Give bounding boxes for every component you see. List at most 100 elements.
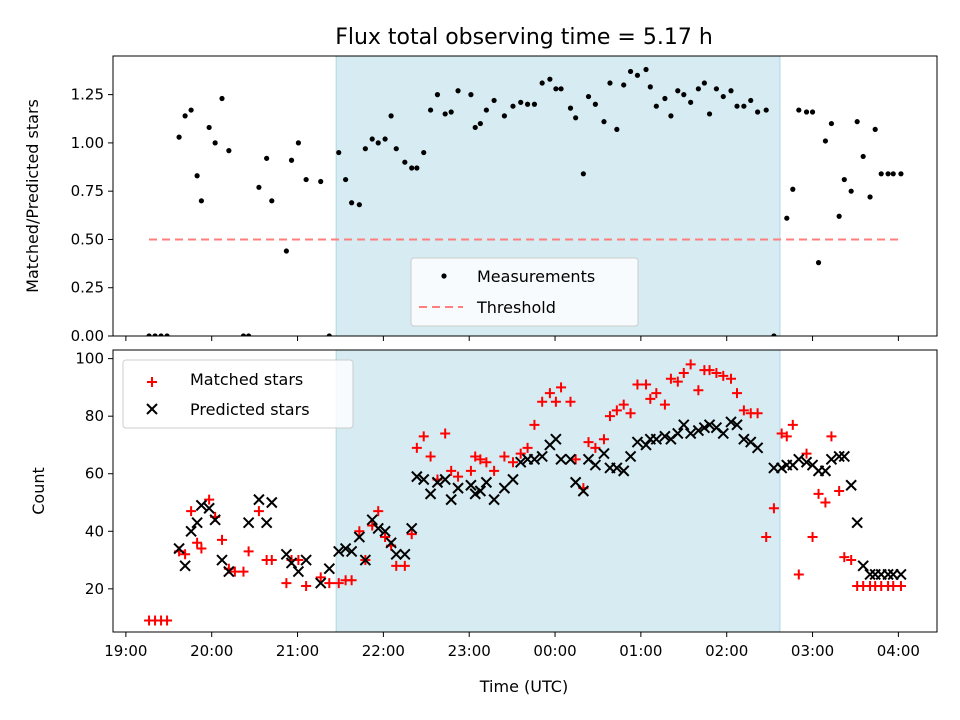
predicted-point [528,453,541,466]
legend-box [122,359,354,429]
predicted-point [431,476,444,489]
measurement-point [763,107,769,113]
predicted-point [260,516,273,529]
matched-point [180,549,191,560]
matched-point [373,506,384,517]
predicted-point [209,514,221,526]
predicted-point [800,456,813,468]
predicted-point [577,485,590,497]
predicted-point [292,565,305,578]
matched-point [537,396,548,407]
predicted-point [864,568,876,581]
measurement-point [878,171,884,177]
x-tick-label: 02:00 [705,642,748,660]
matched-point [726,373,736,384]
predicted-point [793,453,805,466]
matched-point [645,393,656,404]
matched-point [440,428,451,439]
measurement-point [477,120,483,127]
matched-point [598,434,609,445]
measurement-point [720,93,726,100]
measurement-point [848,188,854,194]
measurement-point [695,86,701,92]
measurement-point [414,165,420,171]
predicted-point [173,542,185,555]
measurement-point [867,194,873,200]
predicted-point [345,545,358,558]
legend-box [410,257,639,327]
measurement-point [194,173,200,179]
measurement-point [741,103,747,109]
measurement-point [784,215,790,221]
x-tick-label: 00:00 [533,642,576,660]
measurement-point [547,76,553,82]
y-tick-label: 40 [85,522,104,540]
legend: Measurements Threshold [410,257,639,327]
x-tick-label: 20:00 [190,642,233,660]
measurement-point [472,124,478,131]
matched-point [556,382,567,393]
predicted-point [339,542,352,555]
measurement-point [188,107,194,113]
measurement-point [176,134,182,140]
measurement-point [796,107,802,113]
matched-point [406,529,417,540]
predicted-point [385,537,397,549]
matched-point [718,370,729,381]
matched-point [399,560,410,571]
measurement-point [634,72,641,78]
measurement-point [803,109,810,115]
measurement-point [734,103,740,109]
x-tick-label: 19:00 [104,642,147,660]
matched-point [333,578,344,589]
measurement-point [483,107,489,113]
matched-point [515,448,526,459]
matched-point [787,419,798,430]
matched-point [475,454,486,465]
x-tick-label: 03:00 [791,642,834,660]
matched-point [425,451,436,462]
y-tick-label: 80 [85,407,104,425]
predicted-point [191,516,203,529]
measurement-point [748,97,754,104]
predicted-point [650,433,663,445]
predicted-point [515,456,527,468]
legend-predicted-label: Predicted stars [190,400,310,419]
measurement-point [518,99,524,105]
measurement-point [872,126,878,132]
matched-point [411,442,422,453]
measurement-point [681,92,687,98]
measurement-point [442,111,448,117]
measurement-point [860,153,866,160]
predicted-point [203,502,215,514]
measurement-point [256,184,262,190]
y-tick-label: 1.00 [71,134,104,152]
x-axis-label: Time (UTC) [479,677,568,696]
matched-point [651,388,662,399]
measurement-point [627,68,634,75]
matched-point [391,560,402,571]
legend-measurements-label: Measurements [477,267,595,286]
measurement-point [164,333,170,336]
predicted-point [474,485,487,497]
measurement-point [653,103,659,109]
measurement-point [212,140,218,146]
predicted-point [452,482,464,494]
y-tick-label: 0.25 [71,279,104,297]
measurement-point [815,260,822,266]
x-tick-label: 22:00 [362,642,405,660]
predicted-point [333,545,345,558]
predicted-point [845,479,857,491]
matched-point [301,580,312,591]
measurement-point [146,333,152,336]
measurement-point [706,111,713,117]
predicted-point [195,499,208,512]
predicted-point [564,453,577,466]
matched-point [217,534,228,545]
predicted-point [498,482,511,494]
predicted-point [555,453,567,466]
matched-point [590,442,601,453]
measurement-point [585,93,592,100]
predicted-point [315,577,327,589]
